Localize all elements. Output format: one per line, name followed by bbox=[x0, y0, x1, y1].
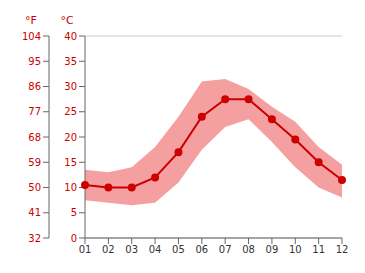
svg-text:35: 35 bbox=[64, 56, 77, 67]
svg-text:30: 30 bbox=[64, 81, 77, 92]
svg-text:03: 03 bbox=[125, 244, 138, 255]
svg-text:°F: °F bbox=[25, 14, 37, 27]
svg-text:12: 12 bbox=[336, 244, 349, 255]
svg-text:95: 95 bbox=[28, 56, 41, 67]
svg-text:11: 11 bbox=[312, 244, 325, 255]
svg-text:41: 41 bbox=[28, 207, 41, 218]
svg-text:°C: °C bbox=[60, 14, 74, 27]
svg-text:05: 05 bbox=[172, 244, 185, 255]
svg-text:50: 50 bbox=[28, 182, 41, 193]
svg-text:10: 10 bbox=[64, 182, 77, 193]
svg-text:5: 5 bbox=[71, 207, 77, 218]
svg-text:59: 59 bbox=[28, 157, 41, 168]
svg-text:04: 04 bbox=[149, 244, 162, 255]
svg-text:0: 0 bbox=[71, 233, 77, 244]
svg-text:77: 77 bbox=[28, 106, 41, 117]
svg-text:68: 68 bbox=[28, 132, 41, 143]
svg-text:01: 01 bbox=[79, 244, 92, 255]
svg-text:86: 86 bbox=[28, 81, 41, 92]
svg-text:10: 10 bbox=[289, 244, 302, 255]
svg-text:09: 09 bbox=[266, 244, 279, 255]
svg-text:07: 07 bbox=[219, 244, 232, 255]
svg-text:25: 25 bbox=[64, 106, 77, 117]
svg-text:15: 15 bbox=[64, 157, 77, 168]
svg-text:32: 32 bbox=[28, 233, 41, 244]
svg-text:06: 06 bbox=[195, 244, 208, 255]
svg-text:40: 40 bbox=[64, 31, 77, 42]
svg-text:08: 08 bbox=[242, 244, 255, 255]
svg-text:02: 02 bbox=[102, 244, 115, 255]
svg-text:20: 20 bbox=[64, 132, 77, 143]
svg-text:104: 104 bbox=[22, 31, 41, 42]
